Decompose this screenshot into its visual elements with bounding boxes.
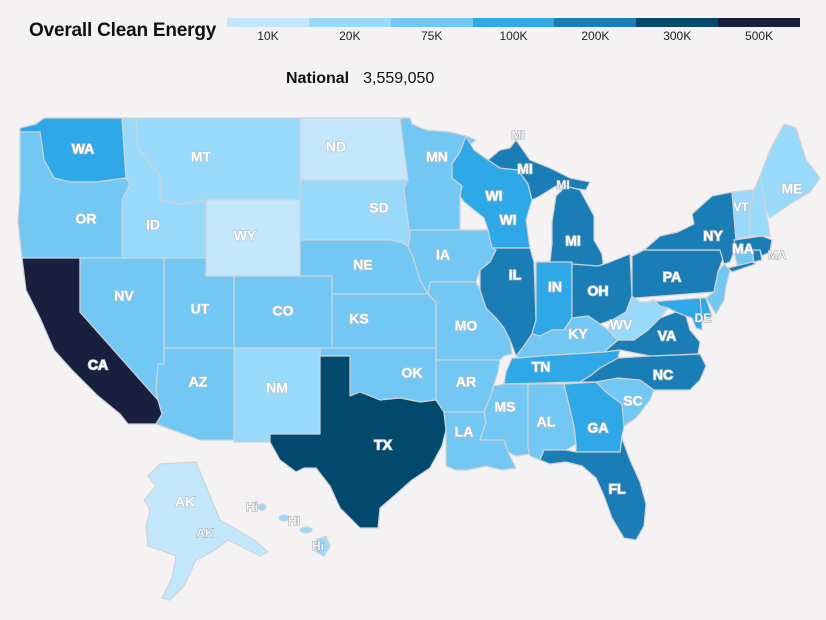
label-hi-2: HI [288, 514, 300, 528]
label-hi-1: Hi [246, 500, 258, 514]
legend-swatch-75k[interactable] [390, 18, 473, 27]
national-label: National [286, 70, 350, 87]
legend-label: 300K [663, 29, 692, 43]
state-ks[interactable] [331, 293, 437, 349]
legend-label: 100K [499, 29, 528, 43]
legend-label: 200K [581, 29, 610, 43]
state-co[interactable] [233, 275, 333, 349]
legend: 10K 20K 75K 100K 200K 300K 500K [227, 18, 801, 43]
legend-swatch-300k[interactable] [636, 18, 719, 27]
state-hi-1[interactable] [257, 503, 267, 511]
legend-swatch-10k[interactable] [227, 18, 309, 27]
state-ny-long-island[interactable] [727, 261, 757, 273]
state-il[interactable] [479, 247, 537, 357]
state-nd[interactable] [299, 117, 409, 181]
legend-swatch-200k[interactable] [554, 18, 637, 27]
label-mi-ghost: MI [511, 128, 524, 142]
state-hi-2[interactable] [278, 514, 290, 522]
state-ma[interactable] [733, 235, 773, 257]
state-mi-upper[interactable] [487, 139, 591, 201]
state-hi-3[interactable] [299, 526, 313, 534]
state-de[interactable] [699, 297, 713, 321]
state-nj[interactable] [705, 263, 731, 315]
state-wy[interactable] [205, 199, 301, 277]
state-pa[interactable] [631, 249, 725, 299]
legend-label: 75K [420, 29, 443, 43]
chart-title: Overall Clean Energy [29, 20, 217, 41]
state-nc[interactable] [579, 353, 707, 391]
legend-label: 10K [257, 29, 279, 43]
legend-color-bar [227, 18, 801, 27]
legend-label: 20K [339, 29, 361, 43]
legend-swatch-20k[interactable] [308, 18, 391, 27]
national-total: National 3,559,050 [286, 70, 434, 88]
national-value: 3,559,050 [363, 70, 435, 87]
state-in[interactable] [531, 261, 573, 337]
state-nm[interactable] [233, 347, 321, 443]
legend-label: 500K [745, 29, 774, 43]
state-hi-4[interactable] [315, 535, 331, 557]
state-ak[interactable] [143, 461, 269, 601]
state-fl[interactable] [539, 437, 647, 541]
state-me[interactable] [759, 123, 821, 219]
state-tx[interactable] [269, 355, 447, 529]
legend-swatch-500k[interactable] [718, 18, 801, 27]
state-mt[interactable] [135, 117, 301, 205]
state-sd[interactable] [299, 179, 411, 247]
state-az[interactable] [155, 347, 235, 441]
legend-swatch-100k[interactable] [472, 18, 555, 27]
